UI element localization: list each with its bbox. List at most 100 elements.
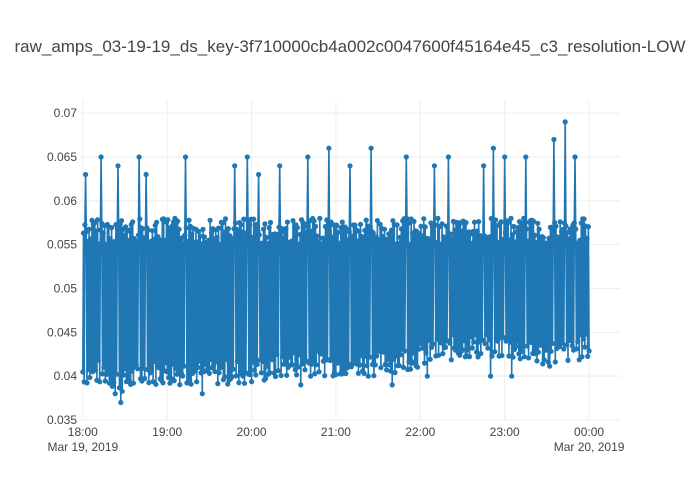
data-point bbox=[264, 363, 270, 369]
data-point bbox=[355, 370, 361, 376]
data-point bbox=[308, 228, 314, 234]
data-point bbox=[336, 359, 342, 365]
data-point bbox=[358, 353, 364, 359]
data-point bbox=[206, 370, 212, 376]
data-point bbox=[552, 359, 558, 365]
data-point bbox=[510, 354, 516, 360]
data-point bbox=[521, 215, 527, 221]
data-point bbox=[374, 218, 380, 224]
data-point bbox=[176, 226, 182, 232]
data-point bbox=[123, 224, 129, 230]
data-point bbox=[351, 353, 357, 359]
data-point bbox=[158, 237, 164, 243]
data-point bbox=[353, 357, 359, 363]
data-point bbox=[232, 220, 238, 226]
data-point bbox=[262, 221, 268, 227]
data-point bbox=[192, 368, 198, 374]
data-point bbox=[500, 334, 506, 340]
x-tick-label: 18:00 bbox=[68, 425, 98, 439]
data-point bbox=[495, 239, 501, 246]
data-point bbox=[118, 399, 124, 406]
data-point bbox=[535, 349, 542, 355]
data-point bbox=[385, 356, 391, 362]
data-point bbox=[234, 358, 241, 364]
data-point bbox=[544, 347, 550, 353]
data-point bbox=[499, 352, 505, 359]
data-point bbox=[400, 364, 406, 370]
data-point bbox=[545, 359, 551, 365]
data-point bbox=[149, 228, 155, 234]
data-point bbox=[501, 236, 507, 242]
data-point bbox=[238, 222, 244, 228]
y-tick-label: 0.05 bbox=[54, 281, 78, 295]
data-point bbox=[526, 355, 532, 361]
data-point bbox=[423, 350, 429, 356]
data-point bbox=[175, 218, 181, 224]
data-point bbox=[525, 238, 531, 244]
x-tick-label: 21:00 bbox=[321, 425, 351, 439]
data-point bbox=[377, 221, 383, 227]
data-point bbox=[432, 222, 438, 228]
data-point bbox=[267, 219, 274, 226]
data-point bbox=[93, 228, 99, 234]
data-point bbox=[87, 236, 94, 242]
data-point bbox=[519, 222, 525, 229]
x-tick-label: 22:00 bbox=[405, 425, 435, 439]
data-point bbox=[121, 232, 127, 238]
data-point bbox=[275, 368, 281, 374]
data-point bbox=[374, 353, 380, 359]
data-point bbox=[244, 230, 250, 236]
data-point bbox=[445, 154, 451, 160]
y-tick-label: 0.04 bbox=[54, 369, 78, 383]
data-point bbox=[177, 382, 183, 388]
data-point bbox=[372, 362, 378, 368]
data-point bbox=[367, 224, 373, 230]
data-point bbox=[395, 240, 402, 246]
data-point bbox=[582, 344, 588, 350]
data-point bbox=[577, 237, 583, 243]
data-point bbox=[294, 372, 300, 378]
data-point bbox=[402, 348, 408, 354]
data-point bbox=[311, 218, 317, 224]
data-point bbox=[357, 362, 363, 368]
data-point bbox=[313, 362, 319, 368]
data-point bbox=[512, 239, 518, 245]
data-point bbox=[572, 154, 578, 160]
data-point bbox=[523, 154, 529, 160]
x-tick-label: 23:00 bbox=[490, 425, 520, 439]
data-point bbox=[279, 354, 286, 360]
data-point bbox=[361, 370, 367, 376]
data-point bbox=[270, 357, 276, 363]
data-point bbox=[488, 373, 494, 379]
data-point bbox=[225, 381, 231, 387]
data-point bbox=[424, 373, 430, 379]
data-point bbox=[201, 234, 208, 240]
data-point bbox=[528, 339, 535, 346]
data-point bbox=[207, 217, 213, 223]
data-point bbox=[459, 228, 465, 234]
data-point bbox=[133, 362, 139, 368]
data-point bbox=[303, 229, 309, 235]
data-point bbox=[230, 366, 236, 372]
data-point bbox=[507, 339, 513, 345]
data-point bbox=[449, 236, 455, 242]
data-point bbox=[334, 222, 340, 228]
data-point bbox=[404, 216, 410, 222]
data-point bbox=[186, 217, 192, 223]
data-point bbox=[553, 223, 559, 229]
data-point bbox=[230, 239, 236, 245]
data-point bbox=[242, 235, 248, 241]
data-point bbox=[533, 240, 539, 246]
data-point bbox=[284, 219, 290, 225]
data-point bbox=[583, 331, 589, 337]
data-point bbox=[272, 373, 279, 380]
data-point bbox=[392, 370, 398, 376]
data-point bbox=[187, 377, 193, 383]
data-point bbox=[357, 221, 364, 227]
data-point bbox=[534, 358, 540, 364]
data-point bbox=[96, 241, 102, 247]
data-point bbox=[204, 241, 210, 247]
data-point bbox=[410, 350, 416, 356]
data-point bbox=[523, 226, 530, 232]
data-point bbox=[481, 163, 487, 169]
